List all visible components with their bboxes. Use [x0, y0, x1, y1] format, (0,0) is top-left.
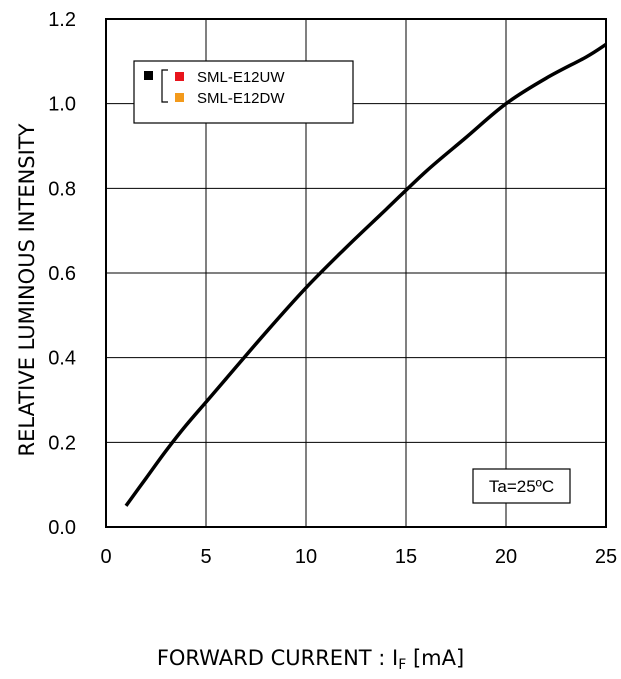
- legend-box: [133, 60, 354, 124]
- legend-group-marker: [144, 71, 153, 80]
- y-tick-label: 0.4: [48, 348, 76, 370]
- legend: SML-E12UW SML-E12DW: [133, 60, 354, 124]
- y-tick-label: 0.0: [48, 517, 76, 539]
- y-tick-label: 0.8: [48, 178, 76, 200]
- condition-box: [472, 468, 571, 504]
- series-group: [124, 42, 607, 507]
- y-tick-label: 1.2: [48, 9, 76, 31]
- x-tick-label: 0: [100, 546, 111, 568]
- x-tick-label: 25: [595, 546, 617, 568]
- x-axis-label-subscript: F: [398, 657, 407, 673]
- y-axis-label: RELATIVE LUMINOUS INTENSITY: [15, 123, 39, 456]
- x-tick-label: 20: [495, 546, 517, 568]
- legend-swatch-sml-e12dw: [175, 93, 184, 102]
- x-axis-label-unit: [mA]: [406, 646, 465, 670]
- plot-area: [105, 18, 607, 528]
- y-tick-label: 0.2: [48, 432, 76, 454]
- x-tick-label: 15: [395, 546, 417, 568]
- y-tick-label: 1.0: [48, 94, 76, 116]
- x-tick-label: 10: [295, 546, 317, 568]
- legend-bracket: [161, 69, 168, 103]
- x-axis-label-text: FORWARD CURRENT : I: [156, 646, 399, 670]
- condition-label: Ta=25ºC: [489, 477, 554, 496]
- y-tick-label: 0.6: [48, 263, 76, 285]
- x-axis-label: FORWARD CURRENT : IF [mA]: [0, 646, 621, 673]
- x-tick-label: 5: [200, 546, 211, 568]
- legend-label-sml-e12dw: SML-E12DW: [197, 90, 285, 107]
- legend-label-sml-e12uw: SML-E12UW: [197, 69, 285, 86]
- tick-labels: 0 5 10 15 20 25 0.0 0.2 0.4 0.6 0.8 1.0 1.2: [48, 9, 617, 568]
- series-line: [124, 42, 607, 507]
- condition-annotation: Ta=25ºC: [472, 468, 571, 504]
- legend-swatch-sml-e12uw: [175, 72, 184, 81]
